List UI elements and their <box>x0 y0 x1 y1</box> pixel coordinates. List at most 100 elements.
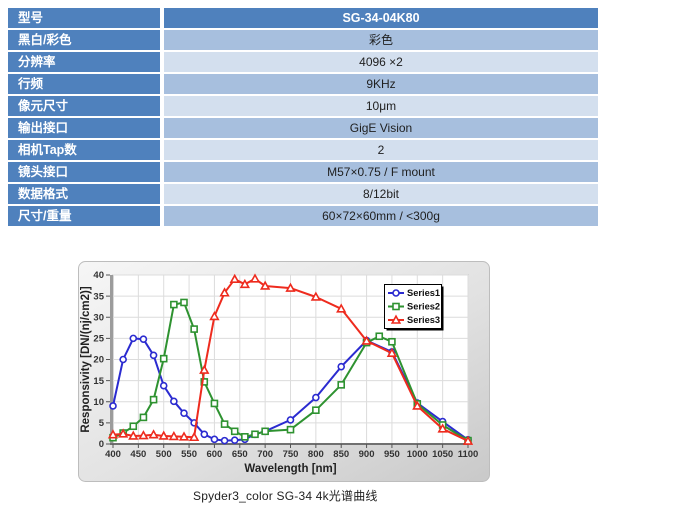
y-tick-label: 5 <box>99 418 105 429</box>
circle-marker <box>119 355 127 364</box>
spec-label-cell: 黑白/彩色 <box>8 30 160 50</box>
square-marker <box>180 298 188 307</box>
square-marker <box>251 430 259 439</box>
spec-value-cell: 彩色 <box>164 30 598 50</box>
spec-row: 黑白/彩色 彩色 <box>8 30 598 50</box>
square-marker <box>139 413 148 422</box>
x-tick-label: 450 <box>130 449 146 460</box>
triangle-marker <box>138 430 149 440</box>
square-marker <box>129 422 138 431</box>
x-tick-label: 1000 <box>407 449 428 460</box>
spec-label-cell: 相机Tap数 <box>8 140 160 160</box>
response-chart: 400 450 500 550 600 650 700 750 800 850 900 950 1000… <box>78 261 490 482</box>
spec-row: 尺寸/重量 60×72×60mm / <300g <box>8 206 598 226</box>
circle-marker <box>129 334 138 343</box>
square-marker <box>261 427 269 436</box>
circle-marker <box>149 351 158 360</box>
circle-marker <box>139 335 148 344</box>
square-marker <box>220 420 229 428</box>
square-marker <box>210 399 219 408</box>
triangle-marker <box>285 282 296 292</box>
spec-label-cell: 型号 <box>8 8 160 28</box>
x-tick-label: 1050 <box>432 449 453 460</box>
triangle-marker <box>117 428 129 438</box>
x-tick-label: 600 <box>206 449 222 460</box>
triangle-marker <box>178 431 190 441</box>
triangle-marker <box>386 347 398 357</box>
legend: Series1 Series2 Series3 <box>384 284 444 331</box>
spec-row: 数据格式 8/12bit <box>8 184 598 204</box>
square-marker <box>375 332 384 341</box>
y-tick-label: 0 <box>99 439 104 450</box>
x-tick-label: 550 <box>181 449 197 460</box>
spec-row: 镜头接口 M57×0.75 / F mount <box>8 162 598 182</box>
x-tick-label: 650 <box>232 449 248 460</box>
triangle-marker <box>219 287 230 297</box>
legend-entry: Series2 <box>388 302 440 312</box>
x-tick-label: 850 <box>333 449 349 460</box>
x-tick-label: 750 <box>283 449 299 460</box>
x-tick-label: 500 <box>156 449 172 460</box>
triangle-marker <box>158 430 169 440</box>
spec-row: 相机Tap数 2 <box>8 140 598 160</box>
chart-svg: 400 450 500 550 600 650 700 750 800 850 900 950 1000… <box>78 261 490 482</box>
spec-value-cell: GigE Vision <box>164 118 598 138</box>
y-tick-label: 10 <box>93 397 104 408</box>
square-marker <box>149 395 158 404</box>
square-marker <box>159 354 168 363</box>
triangle-marker <box>437 423 448 433</box>
circle-marker <box>210 435 219 444</box>
spec-value-cell: 9KHz <box>164 74 598 94</box>
x-tick-label: 800 <box>308 449 324 460</box>
y-axis-title: Responsivity [DN/(nj/cm2)] <box>80 286 92 432</box>
spec-row: 像元尺寸 10μm <box>8 96 598 116</box>
y-tick-label: 20 <box>93 355 104 366</box>
triangle-marker <box>249 273 261 283</box>
triangle-marker <box>229 273 240 284</box>
triangle-marker <box>462 435 474 445</box>
square-marker <box>312 406 320 414</box>
square-marker <box>170 300 178 309</box>
square-marker <box>230 427 239 436</box>
spec-label-cell: 镜头接口 <box>8 162 160 182</box>
spec-label-cell: 数据格式 <box>8 184 160 204</box>
spec-row: 行频 9KHz <box>8 74 598 94</box>
square-marker <box>337 381 346 389</box>
circle-marker <box>109 402 117 410</box>
triangle-marker <box>336 303 347 313</box>
square-marker <box>388 337 396 346</box>
square-marker <box>286 425 295 434</box>
circle-marker <box>286 416 295 424</box>
triangle-marker <box>188 431 200 442</box>
y-tick-label: 15 <box>93 376 104 387</box>
spec-row: 分辨率 4096 ×2 <box>8 52 598 72</box>
circle-marker <box>337 362 346 371</box>
chart-caption: Spyder3_color SG-34 4k光谱曲线 <box>193 489 378 503</box>
legend-label: Series3 <box>407 315 440 325</box>
triangle-marker <box>310 291 322 301</box>
spec-value-cell: 4096 ×2 <box>164 52 598 72</box>
legend-entry: Series3 <box>388 314 440 325</box>
y-tick-label: 25 <box>93 334 104 345</box>
spec-label-cell: 输出接口 <box>8 118 160 138</box>
square-marker <box>190 325 198 333</box>
spec-value-cell: 60×72×60mm / <300g <box>164 206 598 226</box>
circle-marker <box>312 393 320 402</box>
spec-row: 输出接口 GigE Vision <box>8 118 598 138</box>
circle-marker <box>200 430 209 439</box>
circle-marker <box>220 436 229 445</box>
circle-marker <box>159 381 168 390</box>
triangle-marker <box>259 280 271 290</box>
y-tick-label: 40 <box>93 270 104 281</box>
circle-marker <box>392 289 400 297</box>
circle-marker <box>180 409 188 417</box>
spec-table: 型号 SG-34-04K80 黑白/彩色 彩色 分辨率 4096 ×2 行频 9KHz 像元尺寸… <box>8 8 598 228</box>
legend-label: Series1 <box>407 288 440 298</box>
triangle-marker <box>199 364 210 374</box>
spec-label-cell: 尺寸/重量 <box>8 206 160 226</box>
x-axis-title: Wavelength [nm] <box>244 463 336 475</box>
square-marker <box>200 378 209 386</box>
triangle-marker <box>239 278 251 289</box>
spec-row: 型号 SG-34-04K80 <box>8 8 598 28</box>
circle-marker <box>170 397 178 406</box>
